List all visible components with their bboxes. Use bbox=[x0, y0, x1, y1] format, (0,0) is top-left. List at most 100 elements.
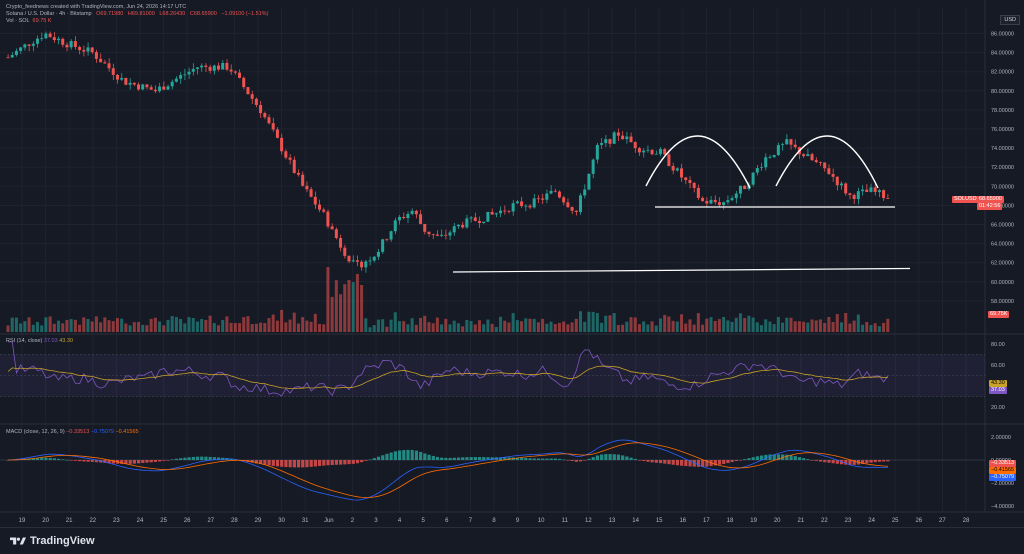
time-tick-label: 21 bbox=[797, 518, 804, 524]
candle-body bbox=[684, 177, 688, 181]
volume-bar bbox=[52, 323, 56, 332]
ohlc-change: −1.09100 (−1.51%) bbox=[221, 11, 269, 17]
volume-bar bbox=[221, 320, 225, 332]
macd-histogram-bar bbox=[578, 460, 583, 462]
candle-body bbox=[94, 52, 98, 59]
macd-histogram-bar bbox=[339, 460, 343, 465]
volume-bar bbox=[646, 324, 650, 332]
macd-histogram-bar bbox=[873, 460, 877, 463]
volume-bar bbox=[667, 316, 671, 332]
candle-body bbox=[848, 193, 852, 195]
macd-histogram-bar bbox=[490, 457, 494, 460]
volume-bar bbox=[705, 318, 709, 332]
macd-histogram-bar bbox=[35, 457, 40, 460]
candle-body bbox=[195, 67, 199, 69]
macd-histogram-bar bbox=[713, 460, 717, 466]
candle-body bbox=[637, 148, 641, 153]
volume-bar bbox=[376, 319, 380, 332]
macd-histogram-bar bbox=[848, 460, 852, 466]
candle-body bbox=[153, 89, 157, 92]
candle-body bbox=[149, 87, 153, 90]
volume-bar bbox=[284, 322, 288, 332]
volume-bar bbox=[482, 324, 486, 332]
macd-histogram-bar bbox=[318, 460, 322, 467]
time-tick-label: 21 bbox=[66, 518, 73, 524]
candle-body bbox=[844, 183, 848, 194]
candle-body bbox=[802, 154, 806, 157]
volume-bar bbox=[86, 319, 90, 332]
volume-bar bbox=[776, 317, 780, 332]
candle-body bbox=[410, 210, 414, 214]
candle-body bbox=[145, 84, 149, 88]
volume-bar bbox=[158, 321, 162, 332]
volume-bar bbox=[313, 313, 317, 332]
volume-bar bbox=[654, 325, 658, 332]
volume-bar bbox=[448, 324, 452, 332]
volume-bar bbox=[259, 322, 263, 332]
candle-body bbox=[141, 84, 145, 90]
candle-body bbox=[318, 204, 322, 210]
price-tick-label: 82.00000 bbox=[991, 70, 1014, 76]
time-tick-label: 17 bbox=[703, 518, 710, 524]
volume-bar bbox=[393, 312, 397, 332]
volume-bar bbox=[225, 316, 229, 332]
candle-body bbox=[48, 33, 52, 38]
symbol-name: Solana / U.S. Dollar · 4h · Bitstamp bbox=[6, 11, 92, 17]
macd-histogram-bar bbox=[343, 460, 347, 465]
volume-bar bbox=[94, 316, 98, 332]
candle-body bbox=[646, 149, 650, 151]
support-line bbox=[452, 267, 911, 273]
candle-body bbox=[14, 50, 18, 55]
ohlc-close: C68.65900 bbox=[189, 11, 217, 17]
macd-histogram-bar bbox=[254, 460, 259, 464]
volume-bar bbox=[612, 313, 616, 332]
volume-bar bbox=[326, 267, 330, 332]
tradingview-brand: TradingView bbox=[30, 535, 95, 547]
candle-body bbox=[839, 183, 843, 186]
candle-body bbox=[629, 136, 633, 143]
candle-body bbox=[6, 57, 10, 59]
candle-body bbox=[852, 194, 856, 200]
candle-body bbox=[713, 199, 717, 203]
macd-histogram-bar bbox=[120, 460, 124, 464]
time-tick-label: 27 bbox=[207, 518, 214, 524]
volume-bar bbox=[120, 318, 124, 332]
candle-body bbox=[233, 71, 237, 73]
volume-bar bbox=[772, 324, 776, 332]
macd-histogram-bar bbox=[187, 457, 191, 460]
macd-histogram-bar bbox=[301, 460, 305, 468]
candle-body bbox=[688, 180, 692, 183]
candle-body bbox=[343, 247, 347, 256]
currency-button[interactable]: USD bbox=[1000, 15, 1020, 25]
macd-histogram-bar bbox=[524, 457, 528, 460]
volume-bar bbox=[318, 323, 322, 332]
volume-bar bbox=[27, 317, 31, 332]
candle-body bbox=[789, 139, 793, 145]
macd-histogram-bar bbox=[806, 459, 810, 460]
volume-bar bbox=[440, 324, 444, 332]
candle-body bbox=[511, 203, 515, 212]
macd-histogram-bar bbox=[528, 458, 532, 460]
volume-legend: Vol · SOL 69.75 K bbox=[6, 18, 52, 24]
volume-bar bbox=[553, 323, 557, 332]
time-tick-label: 30 bbox=[278, 518, 285, 524]
macd-histogram-bar bbox=[313, 460, 318, 467]
candle-body bbox=[730, 198, 734, 201]
candle-body bbox=[322, 209, 326, 212]
candle-body bbox=[604, 139, 608, 144]
volume-bar bbox=[865, 321, 869, 332]
macd-histogram-bar bbox=[435, 456, 440, 460]
macd-histogram-bar bbox=[477, 457, 482, 460]
candle-body bbox=[608, 139, 612, 144]
volume-bar bbox=[397, 321, 401, 332]
macd-histogram-bar bbox=[444, 457, 448, 460]
time-tick-label: 26 bbox=[184, 518, 191, 524]
macd-histogram-bar bbox=[600, 454, 604, 460]
volume-bar bbox=[637, 324, 641, 332]
tradingview-logo[interactable]: TradingView bbox=[10, 535, 95, 547]
volume-bar bbox=[861, 324, 865, 332]
time-tick-label: 14 bbox=[632, 518, 639, 524]
rsi-legend: RSI (14, close) 37.03 43.30 bbox=[6, 338, 73, 344]
volume-bar bbox=[814, 320, 818, 332]
